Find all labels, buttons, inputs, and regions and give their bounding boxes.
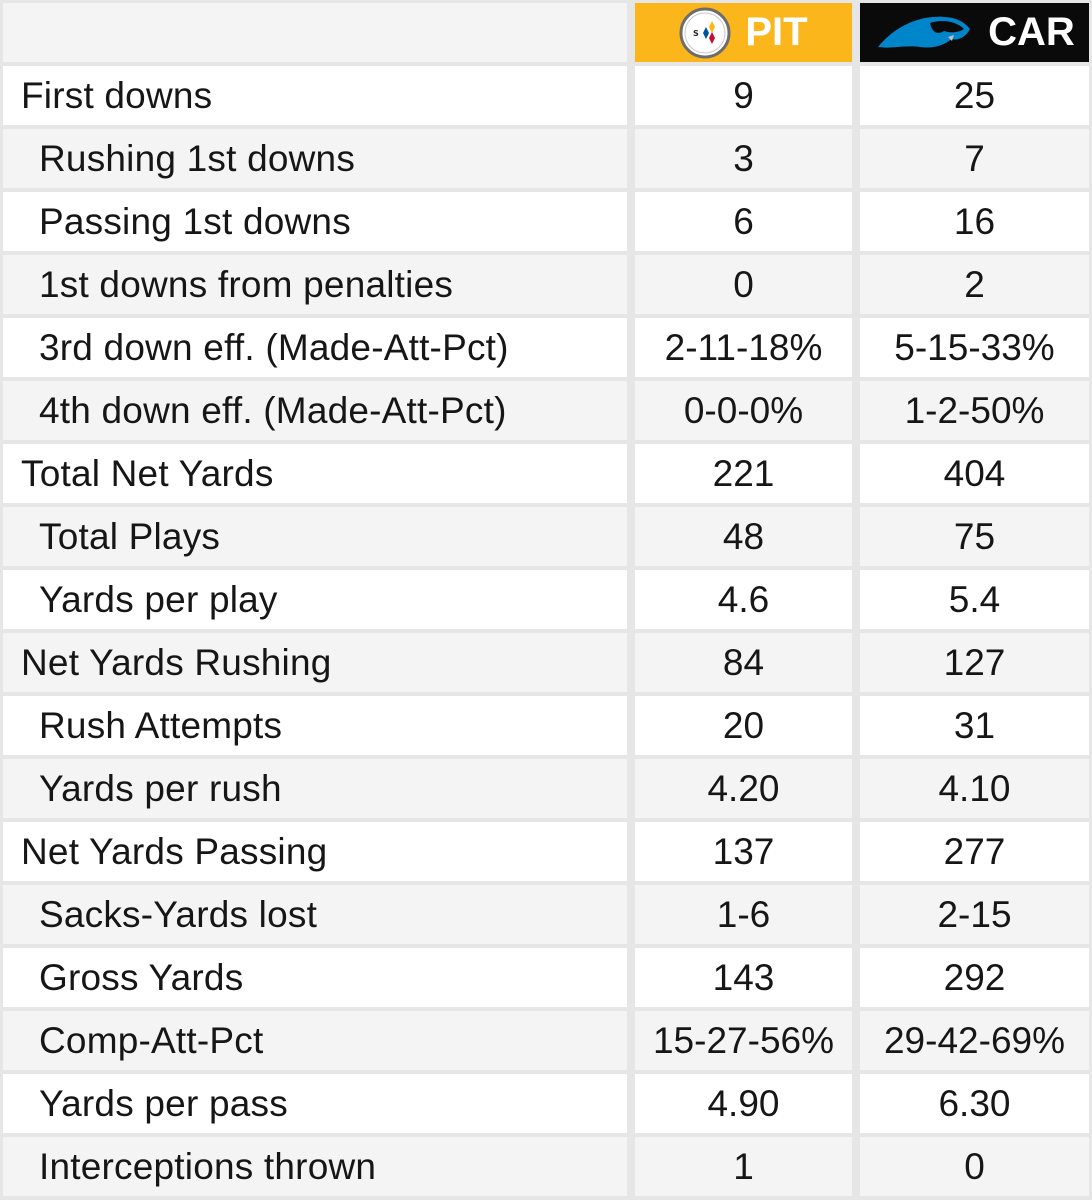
stat-value-car: 75 (860, 507, 1089, 566)
header-blank-cell (3, 3, 627, 62)
stat-value-pit: 20 (635, 696, 852, 755)
stat-label: Passing 1st downs (3, 192, 627, 251)
stat-value-car: 2 (860, 255, 1089, 314)
stat-label: First downs (3, 66, 627, 125)
stat-label: Yards per rush (3, 759, 627, 818)
stat-label: Comp-Att-Pct (3, 1011, 627, 1070)
steelers-logo-icon: S (679, 7, 731, 59)
stat-value-pit: 4.20 (635, 759, 852, 818)
stat-value-car: 16 (860, 192, 1089, 251)
stat-value-pit: 143 (635, 948, 852, 1007)
stat-value-pit: 1-6 (635, 885, 852, 944)
stat-label: Total Net Yards (3, 444, 627, 503)
stat-value-pit: 1 (635, 1137, 852, 1196)
stat-value-pit: 137 (635, 822, 852, 881)
stat-value-car: 277 (860, 822, 1089, 881)
stat-value-pit: 9 (635, 66, 852, 125)
stat-value-car: 31 (860, 696, 1089, 755)
stat-value-car: 5.4 (860, 570, 1089, 629)
stat-label: Rush Attempts (3, 696, 627, 755)
stat-value-car: 404 (860, 444, 1089, 503)
stat-value-pit: 48 (635, 507, 852, 566)
stat-value-car: 5-15-33% (860, 318, 1089, 377)
stat-value-car: 4.10 (860, 759, 1089, 818)
stat-value-car: 29-42-69% (860, 1011, 1089, 1070)
stat-label: Yards per pass (3, 1074, 627, 1133)
stat-label: 4th down eff. (Made-Att-Pct) (3, 381, 627, 440)
stat-label: Interceptions thrown (3, 1137, 627, 1196)
stat-value-pit: 0 (635, 255, 852, 314)
stat-label: Sacks-Yards lost (3, 885, 627, 944)
stat-value-car: 292 (860, 948, 1089, 1007)
stat-value-car: 6.30 (860, 1074, 1089, 1133)
stat-value-pit: 15-27-56% (635, 1011, 852, 1070)
stat-label: 3rd down eff. (Made-Att-Pct) (3, 318, 627, 377)
stat-label: 1st downs from penalties (3, 255, 627, 314)
stat-label: Net Yards Rushing (3, 633, 627, 692)
stat-value-pit: 3 (635, 129, 852, 188)
stat-label: Net Yards Passing (3, 822, 627, 881)
stat-value-car: 7 (860, 129, 1089, 188)
stat-label: Yards per play (3, 570, 627, 629)
stat-value-pit: 84 (635, 633, 852, 692)
stat-value-car: 1-2-50% (860, 381, 1089, 440)
header-car: CAR (860, 3, 1089, 62)
stat-value-pit: 6 (635, 192, 852, 251)
stat-label: Rushing 1st downs (3, 129, 627, 188)
team-abbr-car: CAR (988, 10, 1075, 54)
stat-value-car: 25 (860, 66, 1089, 125)
team-abbr-pit: PIT (745, 10, 808, 54)
stat-value-car: 127 (860, 633, 1089, 692)
stat-value-pit: 2-11-18% (635, 318, 852, 377)
stat-value-pit: 0-0-0% (635, 381, 852, 440)
stat-label: Total Plays (3, 507, 627, 566)
stat-value-pit: 221 (635, 444, 852, 503)
header-pit: S PIT (635, 3, 852, 62)
stat-label: Gross Yards (3, 948, 627, 1007)
stat-value-pit: 4.6 (635, 570, 852, 629)
svg-text:S: S (693, 29, 699, 38)
stat-value-car: 2-15 (860, 885, 1089, 944)
stat-value-pit: 4.90 (635, 1074, 852, 1133)
panthers-logo-icon (874, 7, 974, 59)
stat-value-car: 0 (860, 1137, 1089, 1196)
team-stats-table: S PIT CAR First downs 9 25 Rushing 1st down… (3, 3, 1089, 1197)
